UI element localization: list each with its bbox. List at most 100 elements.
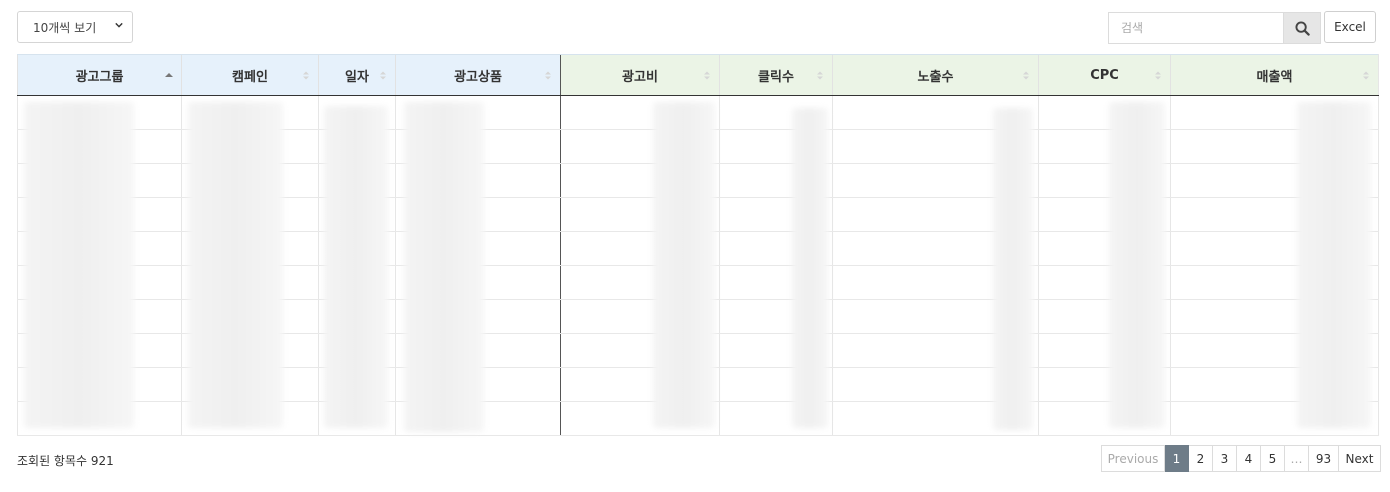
table-row[interactable]: [17, 401, 1379, 436]
column-header-label: 노출수: [917, 69, 954, 85]
ad-report-table: 광고그룹 캠페인 일자 광고상품 광고비 클릭수 노출수 CPC 매출액: [17, 54, 1379, 436]
column-header[interactable]: 일자: [318, 54, 396, 96]
table-row[interactable]: [17, 163, 1379, 198]
table-cell: [318, 129, 396, 164]
table-row[interactable]: [17, 95, 1379, 432]
search-icon: [1294, 20, 1310, 36]
next-page-button[interactable]: Next: [1339, 445, 1381, 472]
table-row[interactable]: [17, 299, 1379, 334]
table-cell: [181, 95, 319, 428]
table-cell: [1038, 265, 1171, 300]
column-header-label: 광고그룹: [75, 69, 124, 85]
table-cell: [1170, 265, 1379, 300]
sort-icon: [303, 71, 309, 80]
column-header[interactable]: CPC: [1038, 54, 1171, 96]
column-header-label: 일자: [345, 69, 369, 85]
page-size-label: 10개씩 보기: [33, 20, 97, 35]
table-row[interactable]: [17, 265, 1379, 300]
table-cell: [395, 163, 561, 198]
table-cell: [560, 231, 720, 266]
table-cell: [560, 265, 720, 300]
excel-export-button[interactable]: Excel: [1324, 11, 1376, 43]
table-cell: [17, 163, 182, 198]
page-button[interactable]: 5: [1261, 445, 1285, 472]
column-header[interactable]: 광고비: [560, 54, 720, 96]
table-cell: [719, 95, 833, 428]
table-cell: [181, 129, 319, 164]
table-cell: [832, 197, 1039, 232]
table-cell: [395, 197, 561, 232]
page-button[interactable]: 3: [1213, 445, 1237, 472]
page-button[interactable]: 93: [1309, 445, 1339, 472]
table-header-row: 광고그룹 캠페인 일자 광고상품 광고비 클릭수 노출수 CPC 매출액: [17, 54, 1379, 96]
table-cell: [560, 95, 720, 428]
table-cell: [719, 367, 833, 402]
table-cell: [1038, 367, 1171, 402]
table-cell: [1038, 299, 1171, 334]
column-header-label: 광고상품: [454, 69, 502, 85]
page-button[interactable]: 1: [1165, 445, 1189, 472]
table-toolbar: 10개씩 보기 Excel: [17, 11, 1376, 45]
table-cell: [318, 333, 396, 368]
table-cell: [832, 299, 1039, 334]
table-body: [17, 95, 1379, 436]
sort-icon: [1363, 71, 1369, 80]
page-size-select[interactable]: 10개씩 보기: [17, 11, 133, 43]
table-cell: [17, 129, 182, 164]
table-cell: [1038, 95, 1171, 428]
table-row[interactable]: [17, 367, 1379, 402]
page-button[interactable]: 2: [1189, 445, 1213, 472]
table-cell: [395, 333, 561, 368]
column-header[interactable]: 매출액: [1170, 54, 1379, 96]
sort-icon: [1023, 71, 1029, 80]
column-header-label: 캠페인: [232, 69, 268, 85]
table-cell: [395, 231, 561, 266]
table-cell: [17, 299, 182, 334]
table-cell: [1038, 333, 1171, 368]
table-cell: [719, 401, 833, 436]
page-button[interactable]: 4: [1237, 445, 1261, 472]
table-row[interactable]: [17, 197, 1379, 232]
table-cell: [318, 95, 396, 428]
table-cell: [181, 367, 319, 402]
search-button[interactable]: [1283, 12, 1321, 44]
sort-asc-icon: [165, 73, 173, 77]
column-header[interactable]: 캠페인: [181, 54, 319, 96]
sort-icon: [817, 71, 823, 80]
chevron-down-icon: [115, 22, 123, 28]
table-cell: [1038, 231, 1171, 266]
sort-icon: [704, 71, 710, 80]
search-input[interactable]: [1108, 12, 1283, 44]
table-row[interactable]: [17, 231, 1379, 266]
table-cell: [395, 95, 561, 432]
table-cell: [181, 163, 319, 198]
table-cell: [1170, 333, 1379, 368]
table-cell: [1038, 401, 1171, 436]
table-cell: [832, 265, 1039, 300]
table-cell: [318, 299, 396, 334]
table-cell: [318, 197, 396, 232]
column-header[interactable]: 클릭수: [719, 54, 833, 96]
table-cell: [181, 401, 319, 436]
pagination: Previous 1 2 3 4 5 … 93 Next: [1101, 445, 1381, 472]
table-row[interactable]: [17, 333, 1379, 368]
table-cell: [395, 129, 561, 164]
column-header[interactable]: 광고그룹: [17, 54, 182, 96]
table-cell: [1170, 367, 1379, 402]
table-cell: [17, 265, 182, 300]
column-header[interactable]: 광고상품: [395, 54, 561, 96]
table-cell: [832, 231, 1039, 266]
previous-page-button[interactable]: Previous: [1101, 445, 1165, 472]
table-cell: [1038, 129, 1171, 164]
table-cell: [1038, 163, 1171, 198]
excel-label: Excel: [1334, 20, 1366, 34]
table-cell: [17, 401, 182, 436]
table-cell: [832, 95, 1039, 430]
table-cell: [17, 367, 182, 402]
table-row[interactable]: [17, 129, 1379, 164]
table-cell: [17, 333, 182, 368]
table-cell: [1170, 129, 1379, 164]
column-header[interactable]: 노출수: [832, 54, 1039, 96]
table-cell: [560, 197, 720, 232]
table-cell: [1170, 95, 1379, 428]
